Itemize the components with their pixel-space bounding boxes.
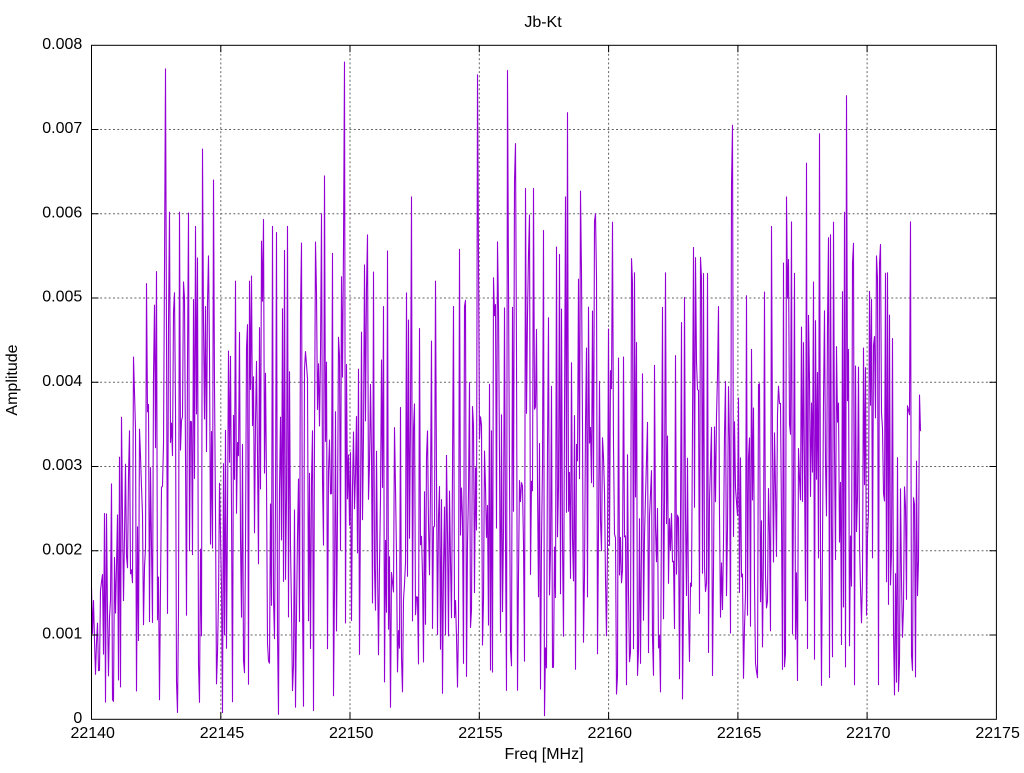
svg-text:Jb-Kt: Jb-Kt [524,14,562,31]
svg-text:0.007: 0.007 [42,120,82,137]
svg-text:22175: 22175 [975,725,1020,742]
svg-text:0.005: 0.005 [42,289,82,306]
svg-text:0.006: 0.006 [42,204,82,221]
svg-text:22145: 22145 [200,725,245,742]
svg-text:0.002: 0.002 [42,541,82,558]
svg-text:0.004: 0.004 [42,373,82,390]
svg-text:0: 0 [73,710,82,727]
svg-text:22160: 22160 [588,725,633,742]
svg-text:Amplitude: Amplitude [4,344,21,415]
svg-text:0.008: 0.008 [42,36,82,53]
svg-text:0.001: 0.001 [42,626,82,643]
svg-text:22170: 22170 [846,725,891,742]
svg-text:22150: 22150 [329,725,374,742]
svg-text:22140: 22140 [70,725,115,742]
svg-text:Freq [MHz]: Freq [MHz] [504,746,583,763]
svg-text:0.003: 0.003 [42,457,82,474]
svg-text:22165: 22165 [717,725,762,742]
svg-text:22155: 22155 [458,725,503,742]
